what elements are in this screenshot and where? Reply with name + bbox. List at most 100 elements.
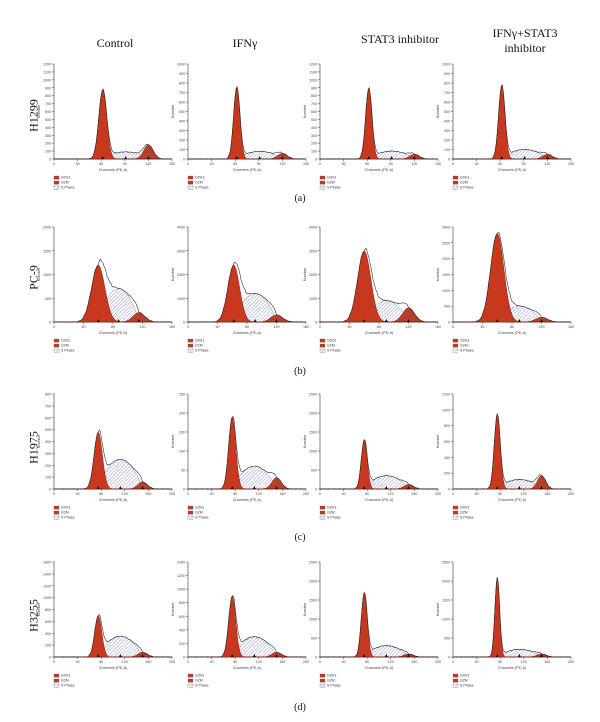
y-tick-label: 1000 [442, 618, 450, 622]
y-tick-label: 0 [183, 321, 185, 325]
y-tick-label: 300 [45, 452, 51, 456]
y-tick-label: 3000 [177, 249, 185, 253]
legend-label: G0G1 [327, 506, 337, 510]
histogram-h1975-0: 0 100 200 300 400 500 600 700 800 0 40 80 120 160 200 C… [37, 393, 175, 520]
x-tick-label: 80 [233, 660, 237, 664]
y-axis-label: Number [436, 267, 440, 281]
x-tick-label: 40 [475, 492, 479, 496]
x-tick-label: 0 [452, 325, 454, 329]
y-tick-label: 2000 [43, 226, 51, 230]
panel-label-d: (d) [294, 702, 306, 713]
x-axis-label: Channels (PE-A) [233, 331, 262, 335]
peak-marker [540, 486, 543, 489]
y-tick-label: 600 [179, 101, 185, 105]
legend-label: G0G1 [460, 339, 470, 343]
histogram-envelope [453, 232, 572, 323]
legend-label: G0G1 [195, 176, 205, 180]
y-tick-label: 1400 [177, 561, 185, 565]
peak-marker [523, 156, 527, 159]
y-tick-label: 400 [444, 120, 450, 124]
histogram-envelope [320, 86, 439, 160]
peak-marker [540, 654, 543, 657]
y-tick-label: 0 [448, 321, 450, 325]
y-tick-label: 500 [444, 637, 450, 641]
s-phase-area [188, 636, 306, 658]
x-tick-label: 120 [411, 162, 417, 166]
legend-label: S Phase [61, 684, 75, 688]
histogram-envelope [320, 591, 439, 658]
legend-label: G2M [61, 679, 69, 683]
x-axis-label: Channels (PE-A) [233, 498, 262, 502]
y-tick-label: 1000 [177, 63, 185, 67]
x-tick-label: 60 [365, 162, 369, 166]
x-tick-label: 120 [122, 492, 128, 496]
y-tick-label: 1000 [43, 596, 51, 600]
legend-label: G2M [327, 511, 335, 515]
g0g1-peak [453, 233, 571, 323]
y-tick-label: 0 [49, 158, 51, 162]
y-tick-label: 800 [45, 393, 51, 397]
y-tick-label: 1000 [309, 450, 317, 454]
peak-marker [146, 156, 150, 159]
histogram-envelope [453, 83, 572, 160]
column-header-ifng: IFNγ [232, 36, 258, 50]
y-tick-label: 1000 [442, 63, 450, 67]
x-tick-label: 80 [99, 492, 103, 496]
legend-swatch [319, 510, 326, 515]
g0g1-peak [320, 439, 438, 490]
legend-label: G2M [460, 181, 468, 185]
histogram-envelope [188, 416, 307, 490]
y-tick-label: 800 [179, 82, 185, 86]
y-tick-label: 600 [45, 110, 51, 114]
legend-label: S Phase [460, 186, 474, 190]
legend-label: S Phase [61, 516, 75, 520]
y-tick-label: 2500 [309, 561, 317, 565]
legend-label: S Phase [195, 684, 209, 688]
peak-marker [137, 319, 141, 322]
y-tick-label: 900 [45, 86, 51, 90]
x-tick-label: 120 [145, 162, 151, 166]
legend-label: S Phase [460, 349, 474, 353]
y-tick-label: 0 [448, 158, 450, 162]
y-axis-label: Number [436, 104, 440, 118]
x-tick-label: 120 [539, 325, 545, 329]
y-tick-label: 200 [311, 142, 317, 146]
legend-label: S Phase [327, 516, 341, 520]
legend-label: G0G1 [61, 339, 71, 343]
x-axis-label: Channels (PE-A) [498, 331, 527, 335]
y-tick-label: 1200 [43, 63, 51, 67]
x-tick-label: 30 [475, 162, 479, 166]
y-tick-label: 250 [179, 393, 185, 397]
legend-label: S Phase [195, 186, 209, 190]
g0g1-peak [188, 265, 306, 323]
g0g1-peak [54, 264, 172, 323]
y-tick-label: 300 [444, 129, 450, 133]
x-axis-label: Channels (PE-A) [365, 498, 394, 502]
x-tick-label: 0 [187, 325, 189, 329]
legend-swatch [53, 180, 60, 185]
g0g1-peak [54, 431, 172, 490]
legend-swatch [452, 510, 459, 515]
histogram-h1299-0: 0100200300400500600700800900100011001200… [37, 63, 175, 190]
column-header-ifng-stat3-inhibitor: IFNγ+STAT3 inhibitor [492, 26, 558, 55]
y-tick-label: 500 [311, 637, 317, 641]
legend-swatch [452, 185, 459, 190]
legend-label: S Phase [460, 516, 474, 520]
x-tick-label: 60 [498, 162, 502, 166]
legend-swatch [187, 175, 194, 180]
peak-marker [124, 156, 128, 159]
legend-label: G2M [61, 511, 69, 515]
y-tick-label: 400 [45, 440, 51, 444]
peak-marker [412, 156, 416, 159]
s-phase-area [54, 636, 172, 658]
y-axis-label: Number [303, 602, 307, 616]
y-tick-label: 500 [45, 428, 51, 432]
x-tick-label: 80 [99, 660, 103, 664]
x-tick-label: 160 [145, 660, 151, 664]
legend-swatch [53, 185, 60, 190]
y-tick-label: 600 [179, 615, 185, 619]
legend-label: G2M [195, 511, 203, 515]
peak-marker [517, 486, 521, 489]
x-tick-label: 40 [481, 325, 485, 329]
y-tick-label: 0 [315, 656, 317, 660]
